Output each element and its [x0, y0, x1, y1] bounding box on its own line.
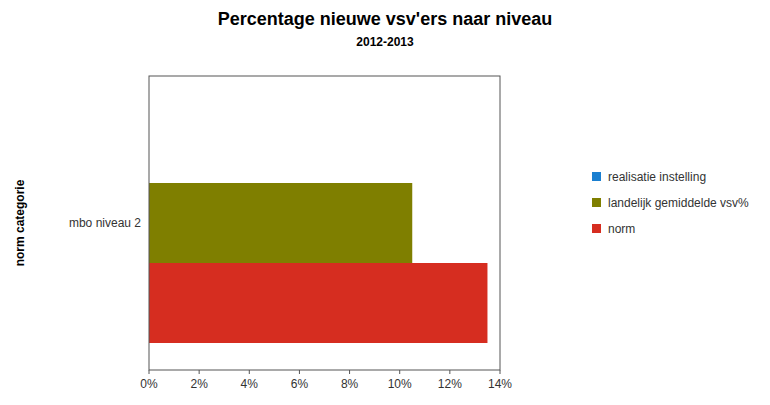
category-label: mbo niveau 2	[69, 216, 141, 230]
tick	[399, 370, 400, 374]
subtitle: 2012-2013	[356, 35, 414, 49]
legend-swatch	[592, 172, 601, 181]
tick-label: 10%	[388, 377, 412, 391]
tick-label: 8%	[341, 377, 359, 391]
tick	[349, 370, 350, 374]
tick-label: 6%	[291, 377, 309, 391]
tick	[199, 370, 200, 374]
tick-label: 2%	[190, 377, 208, 391]
legend-label: norm	[608, 222, 635, 236]
chart: Percentage nieuwe vsv'ers naar niveau 201…	[0, 0, 770, 405]
tick	[299, 370, 300, 374]
tick-label: 0%	[140, 377, 158, 391]
tick	[449, 370, 450, 374]
tick-label: 14%	[488, 377, 512, 391]
tick-label: 12%	[438, 377, 462, 391]
bar	[149, 263, 487, 343]
tick-label: 4%	[241, 377, 259, 391]
tick	[249, 370, 250, 374]
legend-swatch	[592, 224, 601, 233]
tick	[149, 370, 150, 374]
legend-label: realisatie instelling	[608, 170, 706, 184]
legend: realisatie instelling landelijk gemiddeld…	[592, 170, 749, 236]
tick	[500, 370, 501, 374]
legend-swatch	[592, 198, 601, 207]
plot-frame	[149, 76, 500, 370]
axis-label: norm categorie	[13, 179, 27, 266]
title: Percentage nieuwe vsv'ers naar niveau	[218, 9, 552, 29]
plot-bg	[149, 76, 500, 370]
bar	[149, 183, 412, 263]
bars	[149, 183, 487, 343]
legend-label: landelijk gemiddelde vsv%	[608, 196, 749, 210]
